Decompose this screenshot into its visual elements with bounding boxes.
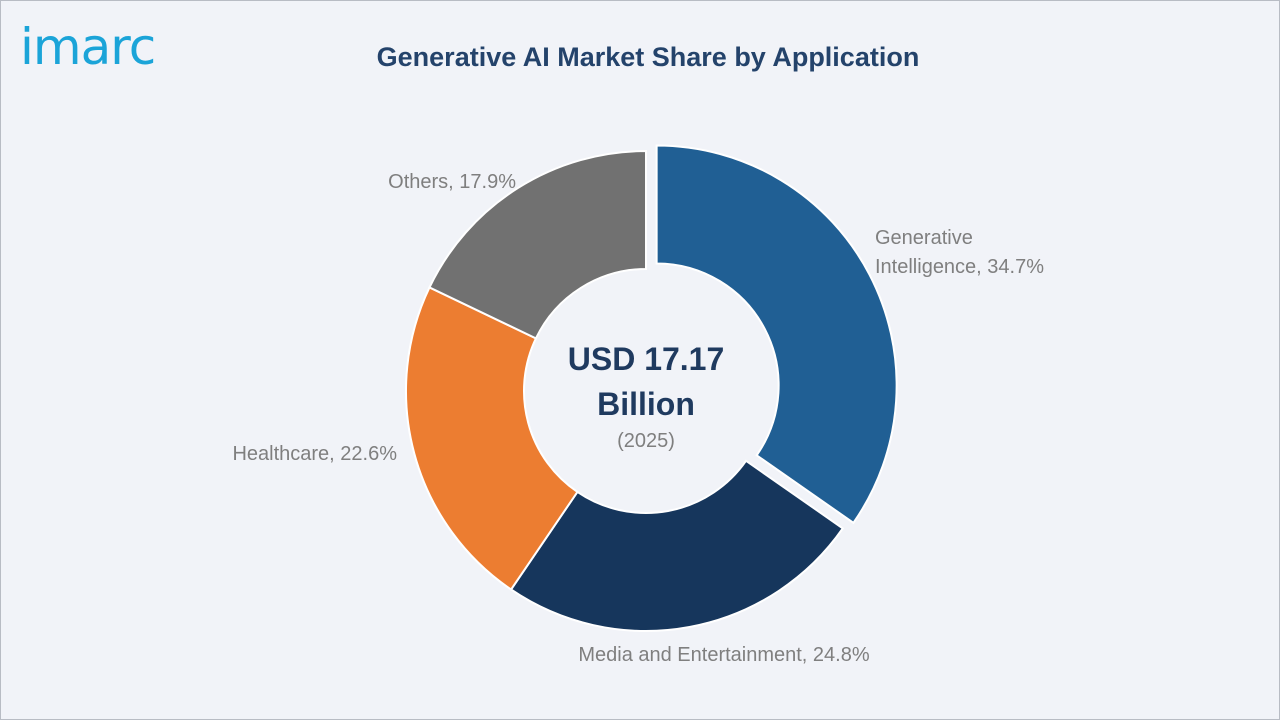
label-media-and-entertainment: Media and Entertainment, 24.8% — [578, 644, 870, 666]
label-line: Healthcare, 22.6% — [232, 443, 397, 465]
slice-media-and-entertainment — [509, 459, 845, 632]
label-line: Generative — [875, 227, 973, 249]
label-healthcare: Healthcare, 22.6% — [232, 443, 397, 465]
label-line: Media and Entertainment, 24.8% — [578, 644, 870, 666]
label-others: Others, 17.9% — [388, 171, 516, 193]
label-line: Intelligence, 34.7% — [875, 256, 1044, 278]
chart-title: Generative AI Market Share by Applicatio… — [376, 42, 920, 72]
slice-generative-intelligence — [655, 144, 898, 525]
center-value: USD 17.17 — [568, 341, 725, 377]
slice-labels: Generative Intelligence, 34.7% Media and E… — [232, 171, 1044, 666]
center-year: (2025) — [617, 430, 675, 452]
slice-healthcare — [405, 286, 579, 591]
slice-others — [428, 149, 647, 340]
label-generative-intelligence: Generative Intelligence, 34.7% — [875, 227, 1044, 278]
center-unit: Billion — [597, 386, 695, 422]
label-line: Others, 17.9% — [388, 171, 516, 193]
donut-slices — [405, 144, 898, 632]
imarc-logo: imarc — [20, 18, 156, 76]
